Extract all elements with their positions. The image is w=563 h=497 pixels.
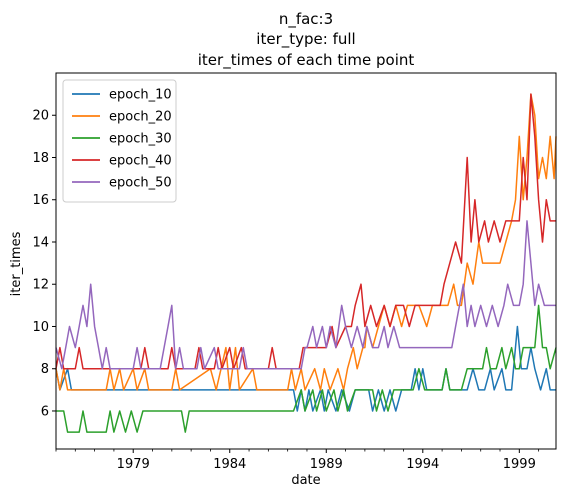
y-tick-label: 20 xyxy=(32,109,49,124)
legend-label: epoch_20 xyxy=(109,110,172,125)
legend-label: epoch_10 xyxy=(109,88,172,103)
y-tick-label: 18 xyxy=(32,151,49,166)
legend-box xyxy=(62,79,177,203)
chart-title-line-1: n_fac:3 xyxy=(279,10,333,29)
axes: 6 8 10 12 14 16 18 20 1979 1984 1989 1994 1999 xyxy=(32,72,557,472)
x-tick-label: 1984 xyxy=(213,457,246,472)
legend-label: epoch_30 xyxy=(109,132,172,147)
series-line-epoch-20 xyxy=(55,93,557,391)
series-line-epoch-10 xyxy=(55,325,556,412)
y-tick-label: 14 xyxy=(32,235,49,250)
chart-title-line-2: iter_type: full xyxy=(256,30,355,49)
series-line-epoch-50 xyxy=(55,220,556,370)
legend-label: epoch_40 xyxy=(109,154,172,169)
legend-label: epoch_50 xyxy=(109,176,172,191)
chart-title: n_fac:3 iter_type: full iter_times of ea… xyxy=(198,10,415,70)
x-axis-label: date xyxy=(291,473,320,488)
plot-frame xyxy=(55,72,557,450)
y-axis-label: iter_times xyxy=(9,231,24,296)
x-tick-label: 1979 xyxy=(117,457,150,472)
legend: epoch_10 epoch_20 epoch_30 epoch_40 epoch_50 xyxy=(62,79,177,203)
y-tick-label: 10 xyxy=(32,320,49,335)
x-tick-label: 1989 xyxy=(310,457,343,472)
y-tick-label: 16 xyxy=(32,193,49,208)
y-tick-label: 12 xyxy=(32,278,49,293)
chart-title-line-3: iter_times of each time point xyxy=(198,51,415,70)
x-tick-label: 1994 xyxy=(406,457,439,472)
series-layer xyxy=(55,93,557,433)
x-tick-label: 1999 xyxy=(503,457,536,472)
y-tick-label: 8 xyxy=(41,362,49,377)
y-tick-label: 6 xyxy=(41,404,49,419)
series-line-epoch-30 xyxy=(56,304,557,433)
